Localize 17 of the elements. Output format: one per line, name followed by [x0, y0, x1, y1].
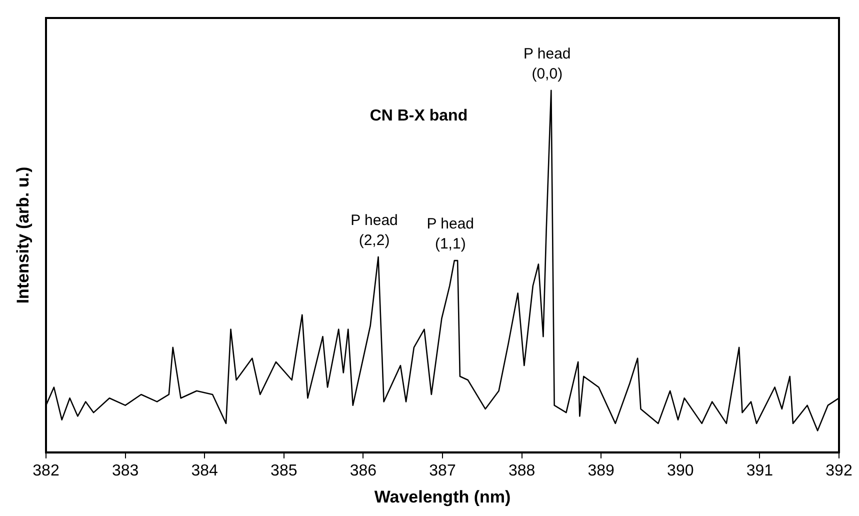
x-tick-label: 390 [667, 462, 694, 480]
x-axis-title: Wavelength (nm) [374, 487, 511, 506]
y-axis-title: Intensity (arb. u.) [14, 166, 33, 304]
annotation: P head (2,2) [350, 212, 398, 249]
annotation: P head (1,1) [426, 216, 474, 253]
x-tick-label: 384 [191, 462, 218, 480]
x-tick-label: 385 [270, 462, 298, 480]
x-tick-label: 389 [588, 462, 615, 480]
x-tick-label: 392 [826, 462, 852, 480]
x-tick-label: 382 [32, 462, 60, 480]
text: CN B-X band [370, 107, 468, 124]
x-tick-label: 383 [112, 462, 139, 480]
x-tick-label: 386 [350, 462, 377, 480]
x-tick-label: 391 [746, 462, 774, 480]
x-tick-label: 388 [508, 462, 536, 480]
annotation: P head (0,0) [524, 45, 571, 82]
x-tick-label: 387 [429, 462, 456, 480]
